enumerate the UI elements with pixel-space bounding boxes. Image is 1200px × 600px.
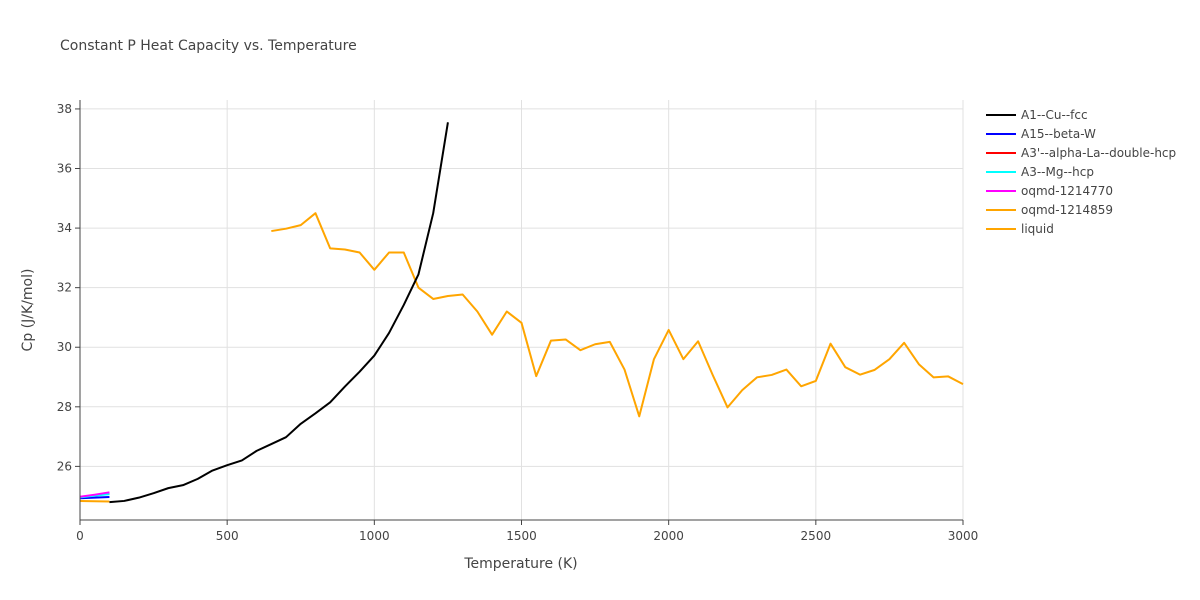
- y-tick-label: 28: [57, 400, 72, 414]
- series-line-liquid: [271, 212, 964, 418]
- y-tick-labels: 26 28 30 32 34 36 38: [57, 102, 72, 473]
- legend-item[interactable]: A3--Mg--hcp: [986, 165, 1094, 179]
- x-tick-label: 3000: [948, 529, 979, 543]
- legend-label: oqmd-1214859: [1021, 203, 1113, 217]
- x-tick-label: 1000: [359, 529, 390, 543]
- x-tick-label: 500: [216, 529, 239, 543]
- series-line-oqmd-1214770: [79, 491, 110, 498]
- legend-item[interactable]: A15--beta-W: [986, 127, 1096, 141]
- legend-label: oqmd-1214770: [1021, 184, 1113, 198]
- series-line-oqmd-1214859: [79, 499, 110, 503]
- legend-label: liquid: [1021, 222, 1054, 236]
- legend-label: A3--Mg--hcp: [1021, 165, 1094, 179]
- y-tick-label: 34: [57, 221, 72, 235]
- chart-title: Constant P Heat Capacity vs. Temperature: [60, 38, 357, 54]
- y-tick-label: 32: [57, 281, 72, 295]
- series-line-a1-cu-fcc: [109, 122, 449, 504]
- legend-item[interactable]: oqmd-1214770: [986, 184, 1113, 198]
- legend[interactable]: A1--Cu--fcc A15--beta-W A3'--alpha-La--dou…: [986, 108, 1176, 236]
- y-tick-label: 36: [57, 162, 72, 176]
- y-axis-title: Cp (J/K/mol): [20, 269, 36, 352]
- y-tick-label: 30: [57, 340, 72, 354]
- legend-item[interactable]: A3'--alpha-La--double-hcp: [986, 146, 1176, 160]
- legend-label: A1--Cu--fcc: [1021, 108, 1088, 122]
- axes: [75, 100, 964, 525]
- legend-item[interactable]: A1--Cu--fcc: [986, 108, 1088, 122]
- legend-item[interactable]: oqmd-1214859: [986, 203, 1113, 217]
- x-tick-label: 1500: [506, 529, 537, 543]
- x-tick-label: 2000: [653, 529, 684, 543]
- legend-label: A3'--alpha-La--double-hcp: [1021, 146, 1176, 160]
- y-tick-label: 26: [57, 459, 72, 473]
- series-line-a15-beta-w: [79, 496, 110, 500]
- x-tick-labels: 0 500 1000 1500 2000 2500 3000: [76, 529, 978, 543]
- series-lines: [79, 122, 964, 504]
- y-tick-label: 38: [57, 102, 72, 116]
- legend-item[interactable]: liquid: [986, 222, 1054, 236]
- x-tick-label: 2500: [801, 529, 832, 543]
- x-axis-title: Temperature (K): [463, 556, 577, 572]
- legend-label: A15--beta-W: [1021, 127, 1096, 141]
- grid: [80, 100, 964, 520]
- x-tick-label: 0: [76, 529, 84, 543]
